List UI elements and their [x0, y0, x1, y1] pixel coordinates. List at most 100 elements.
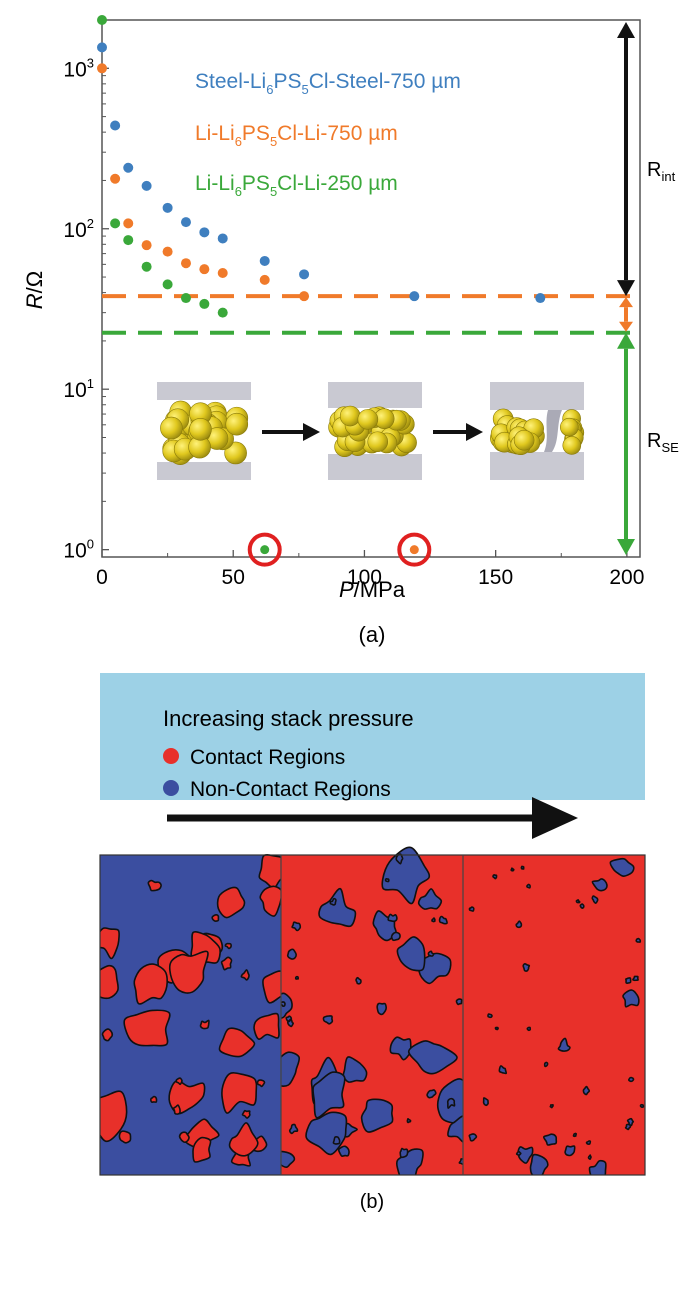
- contact-region: [396, 936, 426, 972]
- contact-region: [101, 1028, 114, 1042]
- contact-region: [622, 989, 640, 1008]
- data-point: [110, 218, 121, 229]
- contact-legend-swatch: [163, 748, 179, 764]
- contact-region: [515, 1150, 522, 1157]
- data-point: [299, 269, 310, 280]
- particle: [560, 417, 579, 437]
- contact-region: [543, 1061, 549, 1068]
- contact-region: [482, 1097, 489, 1107]
- contact-region: [241, 1109, 251, 1119]
- contact-region: [342, 1056, 368, 1083]
- contact-region: [281, 992, 293, 1020]
- data-point: [162, 202, 173, 213]
- contact-region: [399, 1147, 409, 1159]
- plot-frame: [101, 19, 641, 558]
- data-point: [259, 274, 270, 285]
- contact-region: [288, 1123, 299, 1135]
- data-point: [123, 218, 134, 229]
- highlight-circle: [247, 532, 282, 567]
- data-point: [299, 291, 310, 302]
- data-point: [217, 233, 228, 244]
- contact-region: [224, 942, 232, 950]
- contact-region: [447, 1115, 463, 1143]
- x-tick-label: 100: [347, 566, 382, 589]
- contact-region: [294, 975, 300, 980]
- data-point: [141, 240, 152, 251]
- y-axis-label: R/Ω: [22, 271, 47, 309]
- contact-region: [468, 906, 475, 912]
- data-point: [141, 180, 152, 191]
- particle: [225, 412, 249, 436]
- contact-region: [526, 1026, 532, 1032]
- contact-region: [318, 887, 357, 928]
- contact-region: [100, 927, 120, 960]
- bracket-arrow: [619, 297, 633, 332]
- contact-region: [262, 970, 281, 1004]
- arrow-right-icon: [433, 423, 483, 441]
- cell-uncompressed: [157, 382, 251, 480]
- contact-region: [591, 895, 599, 905]
- contact-region: [291, 921, 302, 932]
- axis-ticks: 0 50 100 150 200 100 101 102 103: [63, 19, 644, 589]
- contact-region: [258, 854, 281, 889]
- contact-region: [123, 1009, 171, 1047]
- data-point: [180, 293, 191, 304]
- panel-a: 0 50 100 150 200 100 101 102 103 Steel-Li6PS5Cl-…: [22, 15, 679, 647]
- contact-region: [286, 1018, 295, 1028]
- x-tick-label: 200: [609, 566, 644, 589]
- non-contact-legend-label: Non-Contact Regions: [190, 778, 391, 801]
- data-point: [260, 545, 270, 555]
- contact-region: [587, 1154, 592, 1160]
- data-point: [162, 246, 173, 257]
- contact-region: [256, 1079, 266, 1088]
- contact-region: [218, 1027, 256, 1058]
- non-contact-legend-swatch: [163, 780, 179, 796]
- data-point: [180, 217, 191, 228]
- data-point: [110, 120, 121, 131]
- contact-region: [118, 1130, 132, 1144]
- data-point: [535, 293, 546, 304]
- contact-map-high-pressure: [463, 855, 645, 1175]
- legend: Steel-Li6PS5Cl-Steel-750 µm Li-Li6PS5Cl-…: [195, 70, 461, 199]
- legend-entry-li-250: Li-Li6PS5Cl-Li-250 µm: [195, 172, 398, 199]
- data-point: [199, 227, 210, 238]
- contact-region: [259, 885, 281, 917]
- x-axis-label: P/MPa: [339, 577, 406, 602]
- data-point: [97, 15, 107, 25]
- data-point: [97, 42, 107, 53]
- data-point: [409, 291, 420, 302]
- contact-region: [557, 1037, 571, 1052]
- contact-region: [572, 1132, 578, 1138]
- contact-region: [510, 867, 515, 872]
- contact-region: [579, 903, 585, 910]
- contact-region: [281, 1150, 296, 1169]
- contact-region: [626, 1117, 635, 1127]
- contact-region: [564, 1145, 576, 1157]
- contact-region: [431, 917, 436, 923]
- panel-b: Increasing stack pressure Contact Region…: [99, 673, 646, 1213]
- contact-region: [387, 913, 398, 923]
- x-tick-label: 150: [478, 566, 513, 589]
- panel-b-header: [100, 673, 645, 800]
- contact-region: [285, 1015, 293, 1022]
- data-point: [199, 298, 210, 309]
- contact-region: [389, 1036, 412, 1061]
- highlight-circle: [397, 532, 432, 567]
- cell-deformed: [490, 382, 585, 480]
- y-tick-label: 102: [63, 216, 94, 242]
- data-point: [217, 267, 228, 278]
- arrow-right-icon: [262, 423, 320, 441]
- contact-region: [360, 1098, 394, 1133]
- legend-entry-steel-750: Steel-Li6PS5Cl-Steel-750 µm: [195, 70, 461, 97]
- contact-region: [337, 1145, 350, 1157]
- contact-region: [332, 1136, 341, 1145]
- contact-region: [390, 931, 401, 942]
- particle: [160, 416, 183, 440]
- contact-region: [522, 962, 531, 972]
- particle: [339, 405, 361, 427]
- compression-schematic: [157, 382, 585, 480]
- contact-region: [376, 1002, 388, 1016]
- contact-region: [168, 950, 209, 994]
- pressure-arrow-icon: [167, 797, 578, 839]
- contact-region: [220, 956, 233, 971]
